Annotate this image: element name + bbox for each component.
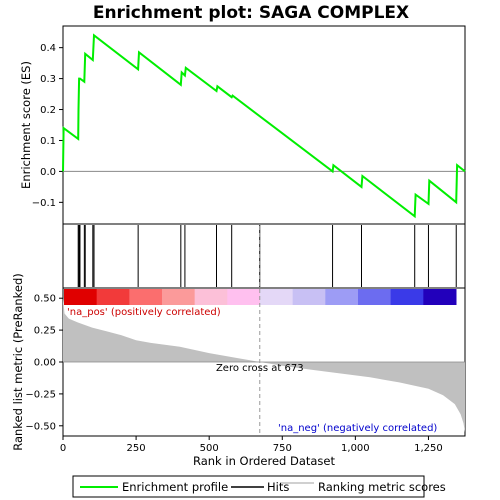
color-bar-segment: [194, 289, 228, 305]
metric-y-tick-label: 0.50: [34, 294, 56, 305]
color-bar-segment: [390, 289, 424, 305]
x-tick-label: 500: [200, 443, 219, 454]
color-bar-segment: [64, 289, 98, 305]
metric-y-ticks: −0.50 −0.25 0.00 0.25 0.50: [25, 294, 63, 432]
ranking-metric-area: [63, 298, 465, 433]
metric-y-tick-label: 0.00: [34, 358, 56, 369]
x-tick-label: 0: [60, 443, 66, 454]
color-bar-segment: [227, 289, 261, 305]
color-bar-segment: [260, 289, 294, 305]
x-tick-label: 750: [273, 443, 292, 454]
es-y-tick-label: 0.4: [40, 43, 56, 54]
es-y-tick-label: 0.0: [40, 167, 56, 178]
zero-cross-label: Zero cross at 673: [216, 363, 304, 374]
metric-y-axis-label: Ranked list metric (PreRanked): [11, 273, 25, 451]
es-y-tick-label: −0.1: [32, 198, 56, 209]
color-bar-segment: [423, 289, 457, 305]
legend-hits-label: Hits: [267, 480, 289, 494]
x-ticks: 0 250 500 750 1,000 1,250: [60, 436, 443, 454]
chart-title: Enrichment plot: SAGA COMPLEX: [93, 3, 409, 23]
color-bar-segment: [325, 289, 359, 305]
x-tick-label: 250: [127, 443, 146, 454]
color-bar-segment: [292, 289, 326, 305]
es-y-ticks: −0.1 0.0 0.1 0.2 0.3 0.4: [32, 43, 63, 209]
hits-panel-frame: [62, 223, 466, 289]
metric-y-tick-label: −0.50: [25, 421, 56, 432]
x-axis-label: Rank in Ordered Dataset: [193, 454, 336, 468]
legend-enrichment-label: Enrichment profile: [122, 480, 228, 494]
x-tick-label: 1,250: [414, 443, 443, 454]
legend-metric-label: Ranking metric scores: [318, 480, 446, 494]
es-panel-frame: [62, 25, 466, 225]
metric-y-tick-label: 0.25: [34, 326, 56, 337]
metric-y-tick-label: −0.25: [25, 389, 56, 400]
es-y-axis-label: Enrichment score (ES): [19, 61, 33, 189]
positive-correlation-label: 'na_pos' (positively correlated): [67, 307, 221, 318]
color-bar-segment: [162, 289, 196, 305]
es-y-tick-label: 0.3: [40, 74, 56, 85]
es-y-tick-label: 0.1: [40, 136, 56, 147]
color-bar-segment: [129, 289, 163, 305]
x-tick-label: 1,000: [341, 443, 370, 454]
enrichment-profile-line: [62, 33, 466, 219]
hit-marks: [77, 225, 457, 287]
color-bar-segment: [358, 289, 392, 305]
es-y-tick-label: 0.2: [40, 105, 56, 116]
rank-color-bar: [64, 289, 457, 305]
negative-correlation-label: 'na_neg' (negatively correlated): [278, 423, 437, 434]
color-bar-segment: [96, 289, 130, 305]
